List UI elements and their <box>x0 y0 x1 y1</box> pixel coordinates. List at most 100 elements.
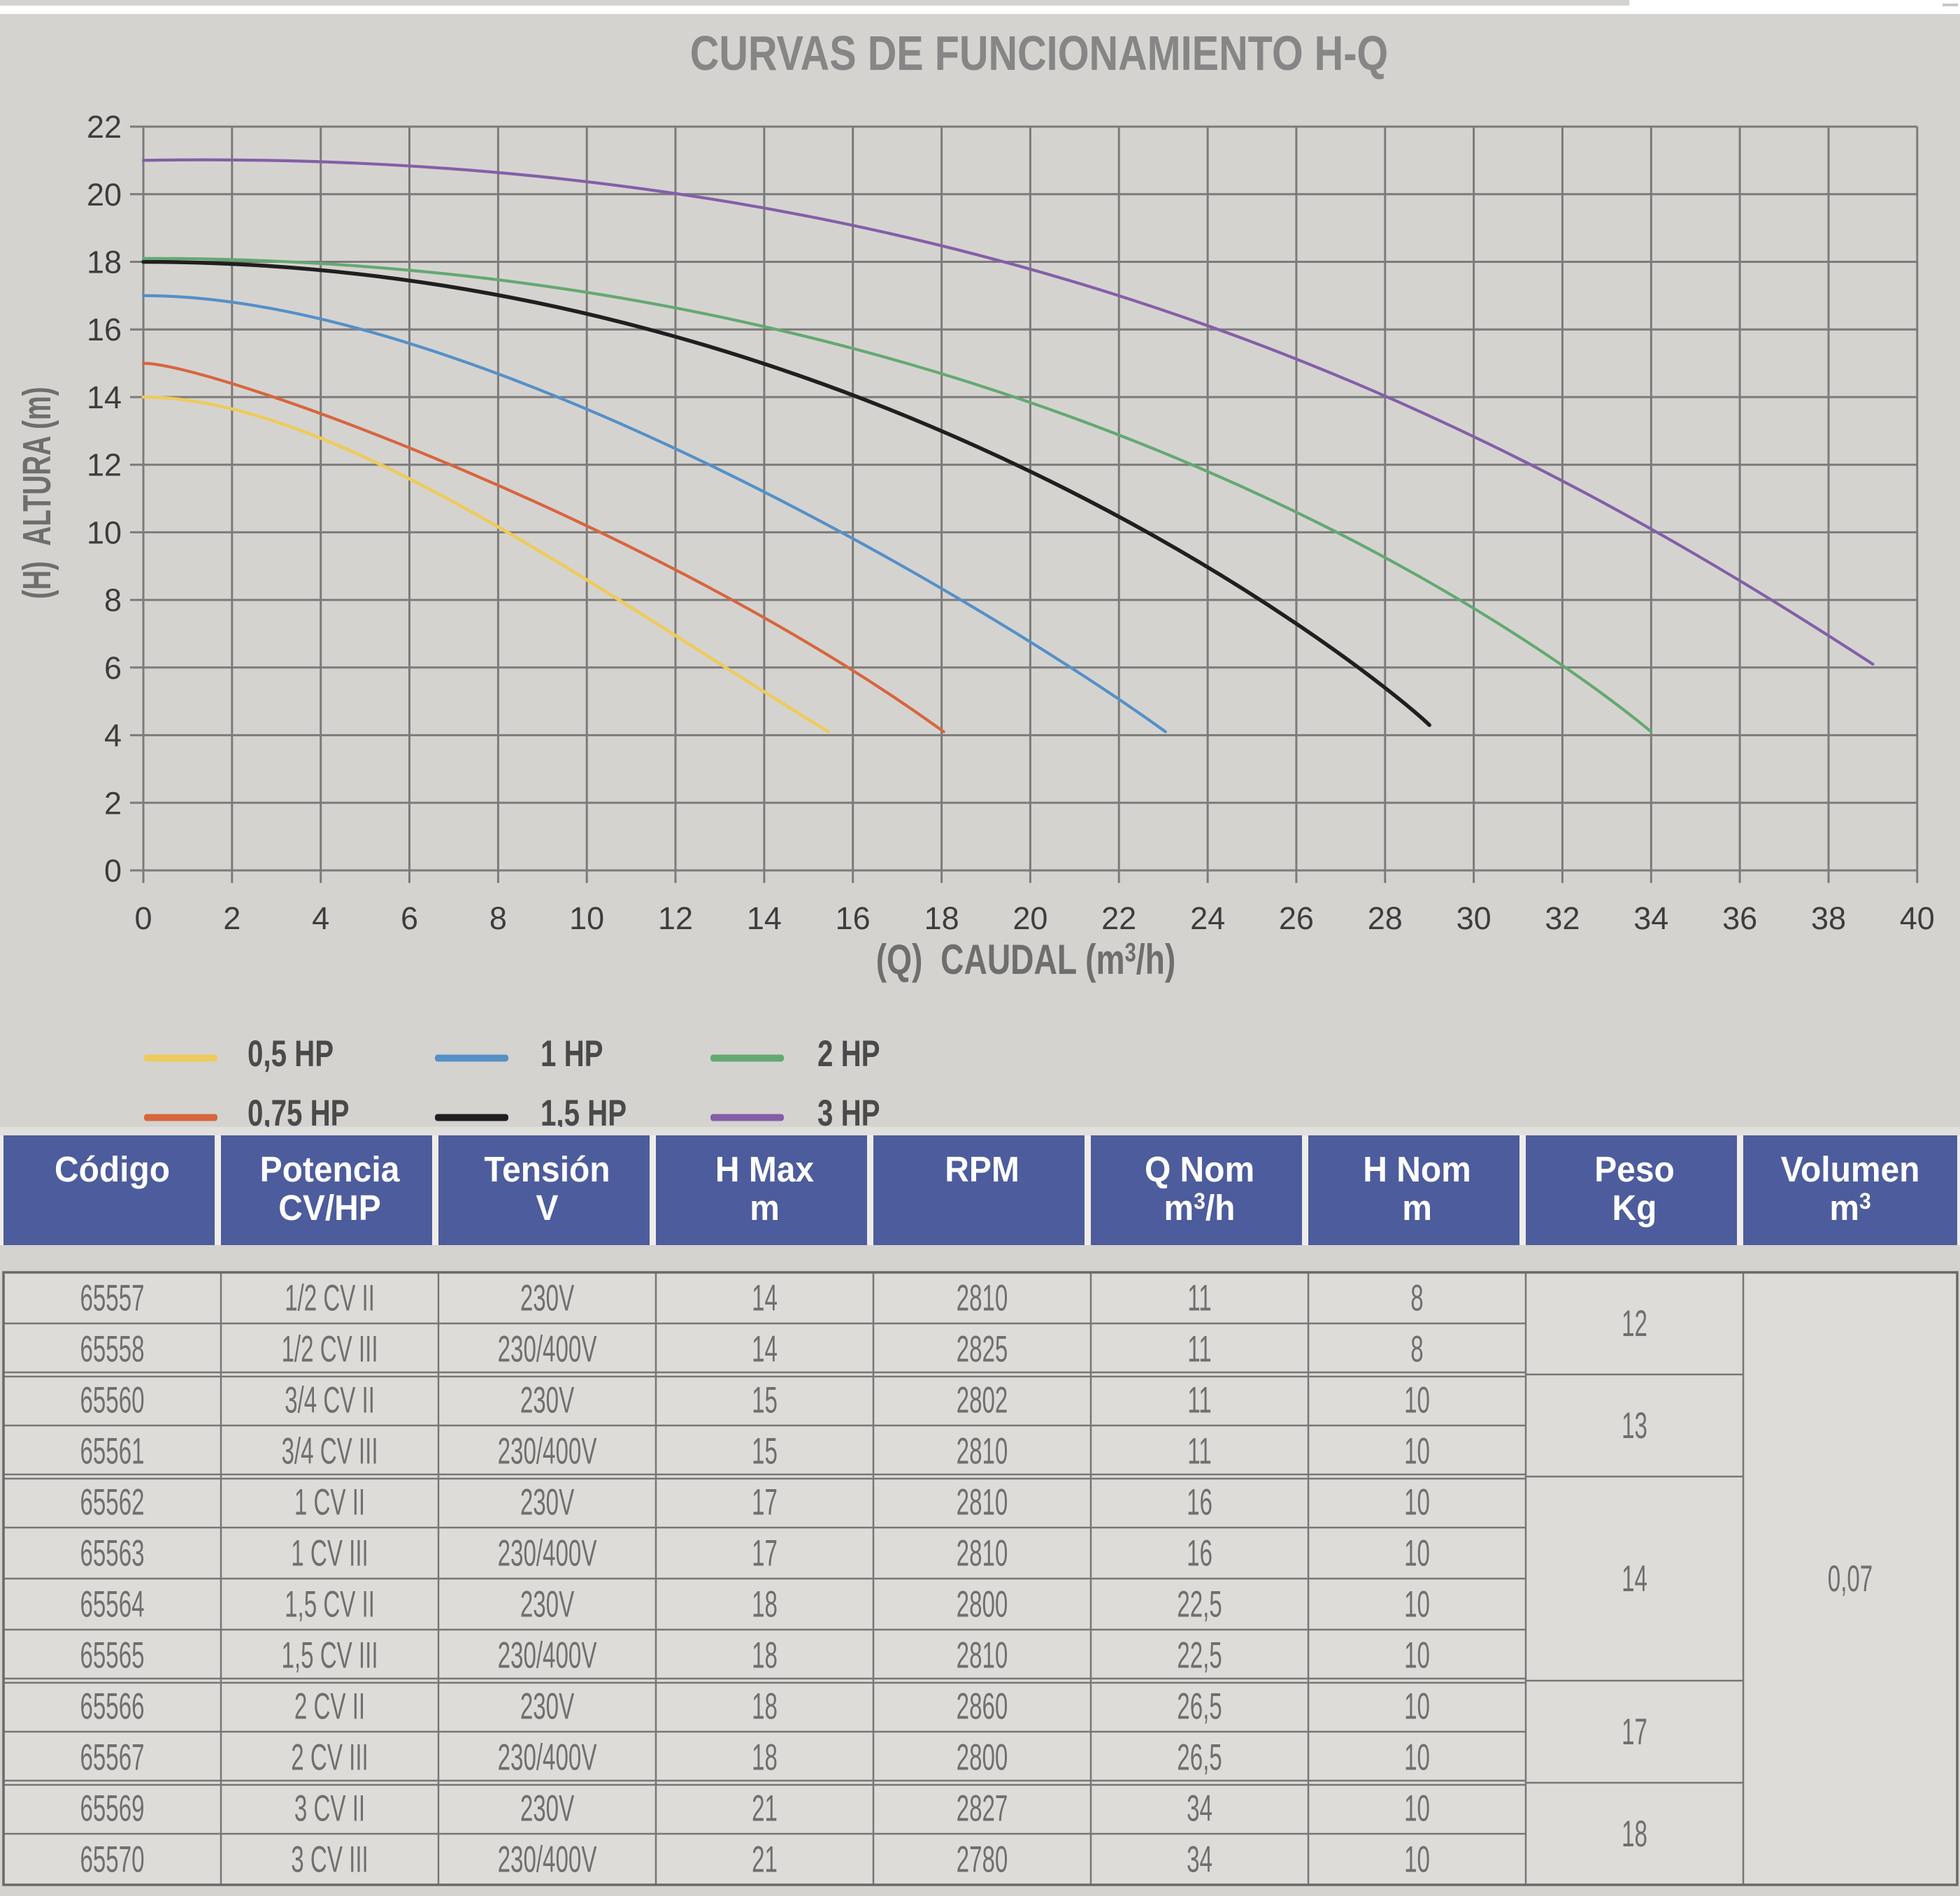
svg-text:34: 34 <box>1633 900 1668 936</box>
svg-text:18: 18 <box>924 900 959 936</box>
svg-text:10: 10 <box>1404 1737 1430 1779</box>
svg-text:30: 30 <box>1457 900 1492 936</box>
svg-text:8: 8 <box>104 582 122 618</box>
svg-text:15: 15 <box>752 1380 778 1421</box>
svg-text:Tensión: Tensión <box>484 1150 610 1190</box>
svg-text:14: 14 <box>1622 1558 1647 1600</box>
svg-text:22,5: 22,5 <box>1177 1635 1222 1676</box>
svg-text:18: 18 <box>752 1584 778 1625</box>
svg-text:17: 17 <box>752 1533 778 1574</box>
svg-text:10: 10 <box>1404 1584 1430 1625</box>
svg-text:3/4 CV III: 3/4 CV III <box>281 1431 378 1472</box>
svg-text:21: 21 <box>752 1839 778 1881</box>
svg-text:CV/HP: CV/HP <box>278 1188 380 1228</box>
svg-text:RPM: RPM <box>945 1150 1020 1190</box>
svg-text:65567: 65567 <box>80 1737 144 1779</box>
svg-text:10: 10 <box>1404 1788 1430 1830</box>
svg-text:230V: 230V <box>520 1788 575 1830</box>
svg-text:13: 13 <box>1622 1405 1647 1446</box>
svg-text:40: 40 <box>1900 900 1935 936</box>
svg-text:16: 16 <box>1187 1533 1213 1574</box>
svg-text:17: 17 <box>1622 1711 1647 1753</box>
svg-text:18: 18 <box>752 1737 778 1779</box>
svg-text:36: 36 <box>1722 900 1757 936</box>
svg-text:0,07: 0,07 <box>1828 1558 1873 1600</box>
svg-text:230V: 230V <box>520 1278 575 1319</box>
svg-text:2860: 2860 <box>957 1686 1008 1728</box>
svg-text:22,5: 22,5 <box>1177 1584 1222 1625</box>
svg-text:15: 15 <box>752 1431 778 1472</box>
svg-text:18: 18 <box>1622 1814 1647 1855</box>
svg-text:14: 14 <box>752 1329 778 1370</box>
svg-text:65562: 65562 <box>80 1482 144 1523</box>
svg-text:10: 10 <box>1404 1635 1430 1676</box>
svg-text:65561: 65561 <box>80 1431 144 1472</box>
svg-text:16: 16 <box>836 900 871 936</box>
svg-text:65569: 65569 <box>80 1788 144 1830</box>
svg-text:17: 17 <box>752 1482 778 1523</box>
svg-text:2825: 2825 <box>957 1329 1008 1370</box>
svg-text:65563: 65563 <box>80 1533 144 1574</box>
svg-text:26,5: 26,5 <box>1177 1737 1222 1779</box>
svg-text:1 CV III: 1 CV III <box>291 1533 368 1574</box>
svg-text:2780: 2780 <box>957 1839 1008 1881</box>
svg-text:2810: 2810 <box>957 1482 1008 1523</box>
svg-text:0: 0 <box>104 853 122 889</box>
svg-text:65565: 65565 <box>80 1635 144 1676</box>
svg-text:(H) ALTURA (m): (H) ALTURA (m) <box>15 387 59 599</box>
svg-text:2810: 2810 <box>957 1635 1008 1676</box>
svg-text:2800: 2800 <box>957 1584 1008 1625</box>
svg-text:10: 10 <box>1404 1380 1430 1421</box>
svg-text:230/400V: 230/400V <box>498 1737 597 1779</box>
svg-text:11: 11 <box>1187 1380 1211 1421</box>
svg-text:3 CV III: 3 CV III <box>291 1839 368 1881</box>
svg-text:26: 26 <box>1279 900 1314 936</box>
svg-text:1 HP: 1 HP <box>541 1033 603 1075</box>
svg-text:0,75 HP: 0,75 HP <box>248 1092 350 1134</box>
svg-text:22: 22 <box>87 109 122 145</box>
svg-text:10: 10 <box>569 900 604 936</box>
svg-text:Potencia: Potencia <box>260 1150 400 1190</box>
svg-text:16: 16 <box>87 312 122 347</box>
svg-text:230V: 230V <box>520 1584 575 1625</box>
svg-text:10: 10 <box>87 515 122 550</box>
svg-text:Kg: Kg <box>1612 1188 1657 1228</box>
svg-text:2: 2 <box>223 900 241 936</box>
svg-text:H Max: H Max <box>715 1150 815 1190</box>
svg-text:3 HP: 3 HP <box>817 1092 880 1134</box>
svg-text:34: 34 <box>1187 1839 1213 1881</box>
svg-text:2 HP: 2 HP <box>817 1033 880 1075</box>
svg-text:20: 20 <box>87 177 122 213</box>
svg-text:21: 21 <box>752 1788 778 1830</box>
svg-text:Q Nom: Q Nom <box>1145 1150 1254 1190</box>
svg-text:H Nom: H Nom <box>1363 1150 1471 1190</box>
svg-text:V: V <box>536 1188 559 1228</box>
svg-text:0: 0 <box>134 900 152 936</box>
svg-text:1,5 HP: 1,5 HP <box>541 1092 627 1134</box>
svg-text:1/2 CV III: 1/2 CV III <box>281 1329 378 1370</box>
svg-text:16: 16 <box>1187 1482 1213 1523</box>
svg-text:2800: 2800 <box>957 1737 1008 1779</box>
svg-text:4: 4 <box>104 718 122 754</box>
svg-text:65560: 65560 <box>80 1380 144 1421</box>
svg-text:10: 10 <box>1404 1533 1430 1574</box>
svg-text:1,5 CV II: 1,5 CV II <box>285 1584 375 1625</box>
svg-text:2810: 2810 <box>957 1431 1008 1472</box>
svg-text:0,5 HP: 0,5 HP <box>248 1033 334 1075</box>
svg-text:12: 12 <box>87 447 122 483</box>
svg-text:18: 18 <box>752 1686 778 1728</box>
svg-text:10: 10 <box>1404 1686 1430 1728</box>
svg-text:2: 2 <box>104 785 122 821</box>
svg-text:230/400V: 230/400V <box>498 1329 597 1370</box>
svg-text:2 CV II: 2 CV II <box>294 1686 365 1728</box>
svg-text:8: 8 <box>1410 1329 1423 1370</box>
svg-text:230/400V: 230/400V <box>498 1635 597 1676</box>
svg-text:m: m <box>1402 1188 1432 1228</box>
svg-text:230/400V: 230/400V <box>498 1431 597 1472</box>
svg-text:2 CV III: 2 CV III <box>291 1737 368 1779</box>
svg-text:1,5 CV III: 1,5 CV III <box>281 1635 378 1676</box>
svg-text:28: 28 <box>1368 900 1403 936</box>
svg-text:2810: 2810 <box>957 1278 1008 1319</box>
svg-text:Volumen: Volumen <box>1781 1150 1920 1190</box>
svg-text:10: 10 <box>1404 1482 1430 1523</box>
